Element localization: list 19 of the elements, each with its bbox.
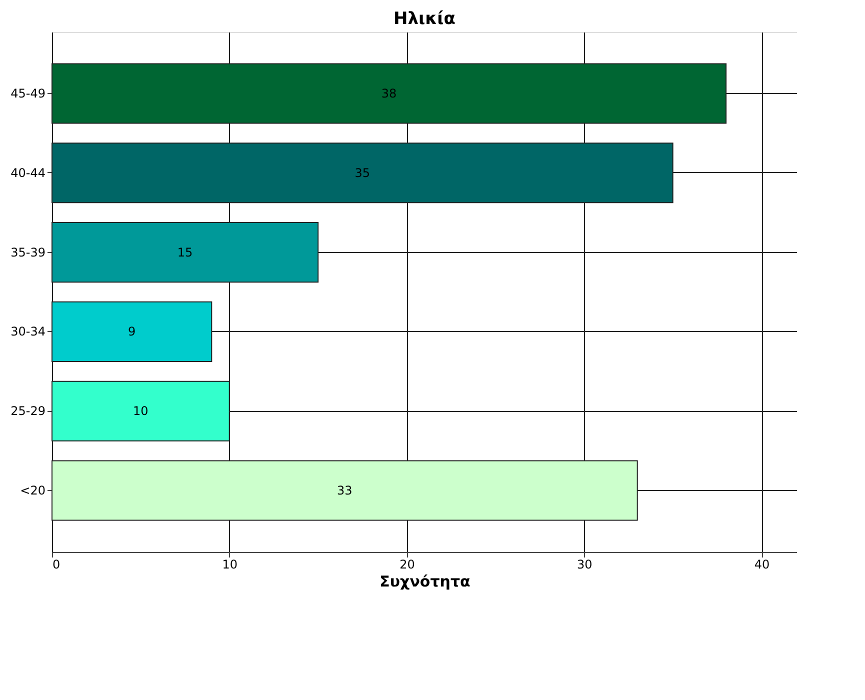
y-tick-label: 25-29	[10, 404, 46, 418]
data-label: 9	[128, 324, 136, 339]
x-tick-label: 20	[400, 558, 415, 572]
y-tick-label: <20	[20, 483, 46, 498]
x-tick-label: 0	[52, 558, 60, 572]
data-label: 33	[337, 483, 352, 498]
x-tick-label: 30	[577, 558, 592, 572]
y-tick-label: 45-49	[10, 86, 46, 101]
x-tick-label: 40	[754, 558, 770, 572]
data-label: 38	[381, 86, 397, 101]
data-label: 15	[177, 245, 193, 260]
y-tick-label: 40-44	[10, 166, 46, 180]
y-tick-label: 35-39	[10, 245, 46, 260]
data-label: 10	[133, 404, 148, 418]
y-tick-label: 30-34	[10, 324, 46, 339]
x-axis-title: Συχνότητα	[380, 572, 470, 590]
chart-title: Ηλικία	[394, 9, 456, 29]
data-label: 35	[354, 166, 370, 180]
x-tick-label: 10	[222, 558, 238, 572]
